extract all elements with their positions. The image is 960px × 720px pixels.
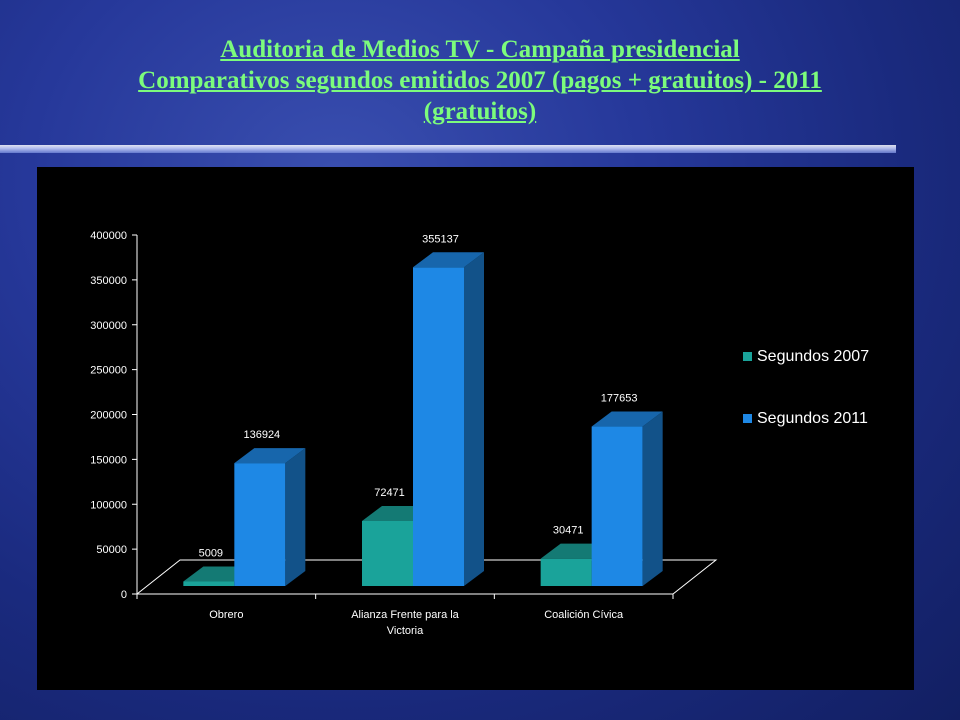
bar-top: [234, 448, 306, 464]
y-tick-label: 300000: [90, 320, 127, 332]
bar-front: [362, 520, 413, 586]
title-line-1: Auditoria de Medios TV - Campaña preside…: [220, 36, 740, 63]
y-tick-label: 50000: [96, 544, 127, 556]
legend-label: Segundos 2007: [757, 348, 869, 365]
title-line-2: Comparativos segundos emitidos 2007 (pag…: [138, 67, 822, 94]
data-label: 30471: [553, 525, 584, 537]
chart-panel: 0 50000 100000 150000 200000 250000 300000 3500…: [37, 167, 914, 690]
y-tick-label: 150000: [90, 454, 127, 466]
bar-side: [464, 252, 484, 587]
bar-chart: 0 50000 100000 150000 200000 250000 300000 3500…: [90, 230, 869, 637]
bar-side: [285, 448, 306, 586]
x-category-label: Obrero: [209, 609, 243, 621]
y-tick-label: 100000: [90, 499, 127, 511]
data-label: 72471: [374, 487, 405, 499]
legend-swatch: [743, 414, 752, 423]
legend-swatch: [743, 352, 752, 361]
bar-front: [591, 426, 643, 586]
y-tick-label: 200000: [90, 410, 127, 422]
bar-front: [183, 581, 235, 586]
y-tick-label: 0: [121, 589, 127, 601]
bar-side: [642, 411, 663, 586]
bar-front: [540, 558, 592, 586]
y-tick-label: 250000: [90, 365, 127, 377]
x-category-label: Alianza Frente para la: [351, 609, 459, 621]
bar-top: [591, 411, 663, 427]
title-divider: [0, 145, 896, 153]
legend-label: Segundos 2011: [757, 410, 868, 427]
bar-top: [413, 252, 484, 268]
bar-front: [234, 463, 286, 586]
data-label: 177653: [601, 393, 638, 405]
y-tick-label: 350000: [90, 275, 127, 287]
x-category-label: Victoria: [387, 625, 424, 637]
title-line-3: (gratuitos): [423, 98, 537, 125]
data-label: 355137: [422, 233, 459, 245]
y-tick-label: 400000: [90, 230, 127, 242]
data-label: 136924: [243, 429, 280, 441]
data-label: 5009: [199, 548, 223, 560]
bar-front: [413, 267, 464, 586]
slide-title: Auditoria de Medios TV - Campaña preside…: [0, 34, 960, 127]
x-category-label: Coalición Cívica: [544, 609, 624, 621]
